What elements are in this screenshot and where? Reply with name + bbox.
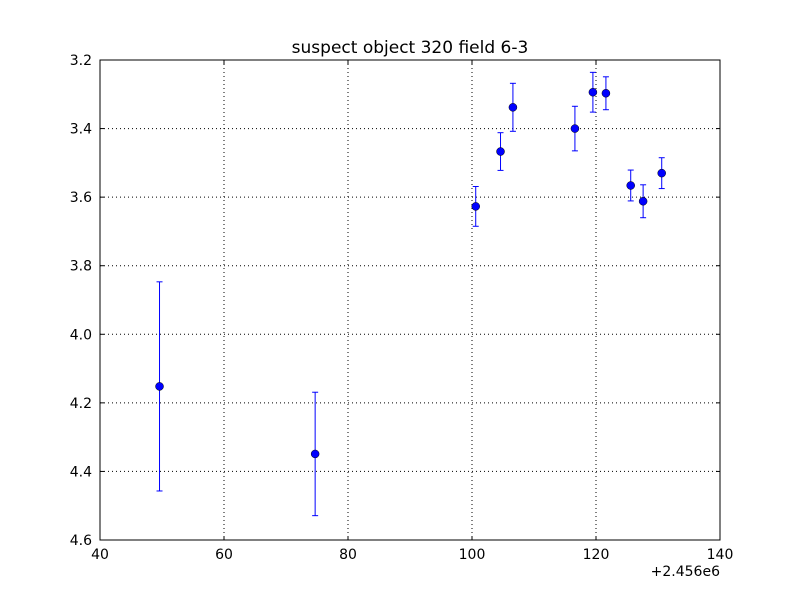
data-point [496, 132, 505, 171]
marker [496, 147, 505, 156]
marker [570, 124, 580, 133]
marker [310, 449, 320, 459]
data-series [155, 71, 666, 517]
y-tick-label: 4.2 [70, 396, 92, 412]
data-point [638, 184, 648, 219]
axis-ticks [99, 59, 721, 541]
data-point [601, 76, 611, 111]
marker [471, 202, 480, 211]
marker [508, 103, 518, 112]
y-tick-label: 4.0 [70, 327, 92, 343]
data-point [155, 281, 164, 492]
data-point [508, 82, 518, 132]
y-tick-label: 3.4 [70, 122, 92, 138]
marker [588, 87, 598, 97]
marker [626, 181, 635, 190]
y-tick-label: 3.8 [70, 259, 92, 275]
tick-labels: 40 60 80 100 120 140 3.2 3.4 3.6 3.8 4.0 4.2 4.4 4.6 [70, 53, 734, 563]
marker [155, 382, 164, 391]
x-tick-label: 80 [339, 547, 357, 563]
x-tick-label: 100 [459, 547, 486, 563]
x-tick-label: 120 [583, 547, 610, 563]
plot-area [99, 59, 721, 541]
marker [601, 89, 611, 98]
marker [657, 168, 666, 178]
x-axis-offset-label: +2.456e6 [651, 564, 720, 580]
data-point [626, 169, 635, 202]
y-tick-label: 3.6 [70, 190, 92, 206]
data-point [310, 391, 320, 517]
y-tick-label: 4.6 [70, 533, 92, 549]
x-tick-label: 40 [91, 547, 109, 563]
grid [100, 60, 720, 540]
y-tick-label: 3.2 [70, 53, 92, 69]
data-point [570, 105, 580, 152]
data-point [588, 71, 598, 113]
x-tick-label: 140 [707, 547, 734, 563]
marker [638, 197, 648, 206]
y-tick-label: 4.4 [70, 464, 92, 480]
chart-title: suspect object 320 field 6-3 [292, 38, 529, 58]
data-point [657, 157, 666, 190]
x-tick-label: 60 [215, 547, 233, 563]
data-point [471, 186, 480, 227]
